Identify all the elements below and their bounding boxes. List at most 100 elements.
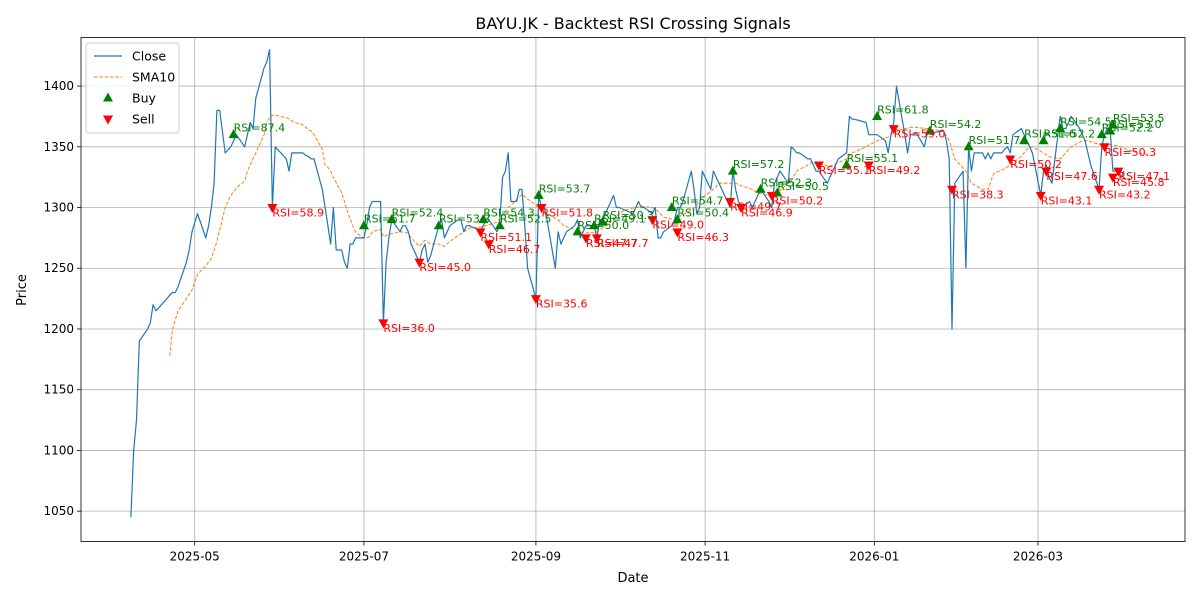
buy-marker — [1107, 119, 1118, 129]
sell-rsi-label: RSI=45.8 — [1113, 176, 1165, 189]
sell-marker — [1113, 167, 1124, 177]
buy-marker — [386, 214, 397, 224]
sell-rsi-label: RSI=45.0 — [419, 261, 471, 274]
sell-marker — [647, 216, 658, 226]
sell-marker — [1005, 155, 1016, 165]
y-tick-label: 1200 — [43, 322, 74, 336]
signal-markers — [228, 110, 1124, 329]
buy-marker — [533, 189, 544, 199]
sell-rsi-label: RSI=49.0 — [652, 219, 704, 232]
buy-rsi-label: RSI=50.5 — [777, 180, 829, 193]
buy-rsi-label: RSI=52.3 — [761, 176, 813, 189]
legend-label: Sell — [132, 112, 155, 127]
sell-rsi-label: RSI=47.6 — [1046, 170, 1098, 183]
buy-rsi-label: RSI=49.1 — [594, 213, 646, 226]
sell-rsi-label: RSI=50.3 — [1105, 146, 1157, 159]
buy-rsi-label: RSI=53.0 — [1110, 118, 1162, 131]
buy-rsi-label: RSI=54.2 — [930, 118, 982, 131]
buy-marker — [872, 110, 883, 120]
sell-rsi-label: RSI=50.2 — [1010, 158, 1062, 171]
y-tick-label: 1150 — [43, 383, 74, 397]
sell-marker — [725, 197, 736, 207]
buy-rsi-label: RSI=50.0 — [578, 219, 630, 232]
legend-label: Close — [132, 49, 166, 64]
signal-annotations: RSI=87.4RSI=51.7RSI=52.4RSI=53.3RSI=54.3… — [234, 103, 1170, 334]
close-series — [130, 49, 1125, 518]
sell-rsi-label: RSI=47.7 — [597, 237, 649, 250]
sell-rsi-label: RSI=36.0 — [383, 322, 435, 335]
buy-marker — [478, 214, 489, 224]
x-tick-label: 2025-05 — [170, 550, 220, 564]
sell-marker — [946, 185, 957, 195]
sell-rsi-label: RSI=51.1 — [480, 231, 532, 244]
sell-rsi-label: RSI=35.6 — [536, 298, 588, 311]
buy-marker — [1096, 129, 1107, 139]
buy-rsi-label: RSI=54.5 — [1060, 116, 1112, 129]
x-tick-label: 2025-09 — [511, 550, 561, 564]
y-axis-label: Price — [15, 274, 30, 306]
buy-marker — [572, 226, 583, 236]
buy-marker — [727, 165, 738, 175]
close-line — [130, 49, 1125, 518]
x-tick-label: 2025-07 — [339, 550, 389, 564]
sell-marker — [766, 191, 777, 201]
buy-rsi-label: RSI=50.3 — [602, 209, 654, 222]
sell-rsi-label: RSI=47.7 — [586, 237, 638, 250]
y-tick-label: 1050 — [43, 504, 74, 518]
buy-rsi-label: RSI=54.7 — [672, 195, 724, 208]
sell-marker — [1035, 191, 1046, 201]
y-tick-label: 1300 — [43, 201, 74, 215]
sell-marker — [813, 161, 824, 171]
buy-rsi-label: RSI=52.5 — [500, 213, 552, 226]
legend-sell-swatch — [103, 115, 113, 125]
buy-marker — [1105, 125, 1116, 135]
sell-marker — [736, 204, 747, 214]
y-tick-label: 1100 — [43, 443, 74, 457]
sell-marker — [580, 234, 591, 244]
chart-title: BAYU.JK - Backtest RSI Crossing Signals — [475, 14, 790, 33]
sell-rsi-label: RSI=59.0 — [894, 128, 946, 141]
sell-rsi-label: RSI=43.2 — [1099, 188, 1151, 201]
sell-marker — [483, 240, 494, 250]
buy-marker — [666, 202, 677, 212]
sell-marker — [863, 161, 874, 171]
sell-rsi-label: RSI=43.1 — [1041, 194, 1093, 207]
buy-rsi-label: RSI=52.2 — [1044, 128, 1096, 141]
axis-ticks: 1050 1100 1150 1200 1250 1300 1350 1400 2025-05 2… — [43, 79, 1063, 563]
buy-marker — [755, 183, 766, 193]
buy-marker — [1055, 123, 1066, 133]
buy-rsi-label: RSI=54.3 — [483, 207, 535, 220]
sell-marker — [1094, 185, 1105, 195]
sell-rsi-label: RSI=38.3 — [952, 188, 1004, 201]
sell-rsi-label: RSI=46.7 — [489, 243, 541, 256]
sell-marker — [530, 295, 541, 305]
sell-rsi-label: RSI=51.8 — [541, 207, 593, 220]
buy-rsi-label: RSI=51.7 — [364, 213, 416, 226]
buy-marker — [963, 141, 974, 151]
legend-label: SMA10 — [132, 70, 175, 85]
sell-marker — [672, 228, 683, 238]
x-tick-label: 2026-01 — [849, 550, 899, 564]
buy-rsi-label: RSI=52.2 — [1102, 122, 1154, 135]
sell-marker — [1099, 143, 1110, 153]
sell-marker — [591, 234, 602, 244]
y-tick-label: 1400 — [43, 79, 74, 93]
buy-marker — [597, 216, 608, 226]
grid-layer — [81, 37, 1185, 542]
sell-rsi-label: RSI=55.1 — [819, 164, 871, 177]
x-tick-label: 2025-11 — [680, 550, 730, 564]
x-axis-label: Date — [617, 571, 648, 586]
sell-rsi-label: RSI=46.3 — [677, 231, 729, 244]
sell-marker — [1107, 173, 1118, 183]
buy-marker — [228, 129, 239, 139]
plot-frame — [80, 37, 1186, 542]
legend-buy-swatch — [103, 92, 113, 102]
buy-marker — [1019, 135, 1030, 145]
buy-marker — [433, 220, 444, 230]
buy-rsi-label: RSI=50.4 — [677, 207, 729, 220]
sell-rsi-label: RSI=50.2 — [772, 194, 824, 207]
legend-label: Buy — [132, 91, 156, 106]
buy-marker — [672, 214, 683, 224]
